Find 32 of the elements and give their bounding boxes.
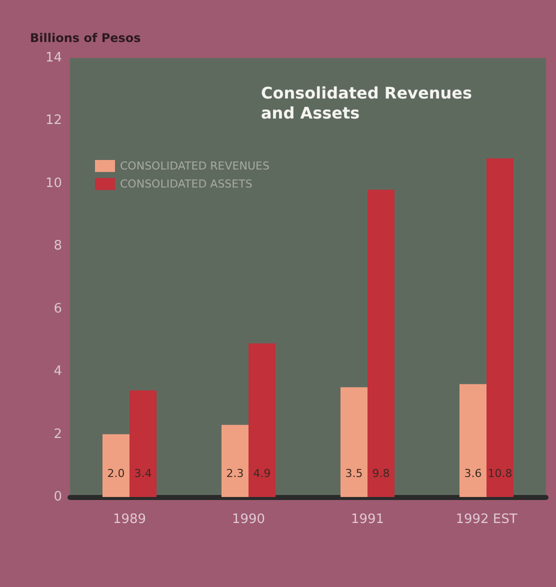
legend-label: CONSOLIDATED REVENUES [120, 160, 270, 172]
bar [486, 158, 514, 497]
y-tick-label: 14 [45, 50, 62, 66]
data-label: 10.8 [488, 467, 512, 480]
y-tick-label: 4 [54, 364, 62, 380]
x-tick-label: 1992 EST [456, 512, 518, 527]
bar [340, 387, 368, 497]
data-label: 9.8 [372, 467, 390, 480]
bar [102, 434, 130, 497]
x-tick-label: 1989 [112, 512, 146, 527]
text: Consolidated Revenues and Assets [261, 84, 478, 122]
bar [460, 384, 486, 497]
y-tick-label: 6 [54, 301, 62, 316]
bar [368, 190, 394, 497]
y-tick-label: 0 [54, 490, 62, 504]
y-tick-label: 2 [54, 426, 62, 442]
y-tick-label: 12 [45, 113, 62, 128]
data-label: 2.3 [226, 467, 244, 480]
bar [222, 424, 248, 497]
bar [248, 343, 276, 497]
x-tick-label: 1991 [350, 512, 384, 527]
legend-label: CONSOLIDATED ASSETS [120, 178, 252, 190]
data-label: 3.6 [464, 467, 482, 480]
data-label: 4.9 [253, 467, 271, 480]
data-label: 3.4 [134, 467, 152, 480]
bar [130, 390, 156, 497]
data-label: 3.5 [345, 467, 363, 480]
data-label: 2.0 [107, 467, 125, 480]
x-tick-label: 1990 [232, 512, 266, 527]
y-tick-label: 8 [54, 238, 62, 254]
y-axis-title: Billions of Pesos [30, 31, 141, 45]
y-tick-label: 10 [45, 176, 62, 191]
